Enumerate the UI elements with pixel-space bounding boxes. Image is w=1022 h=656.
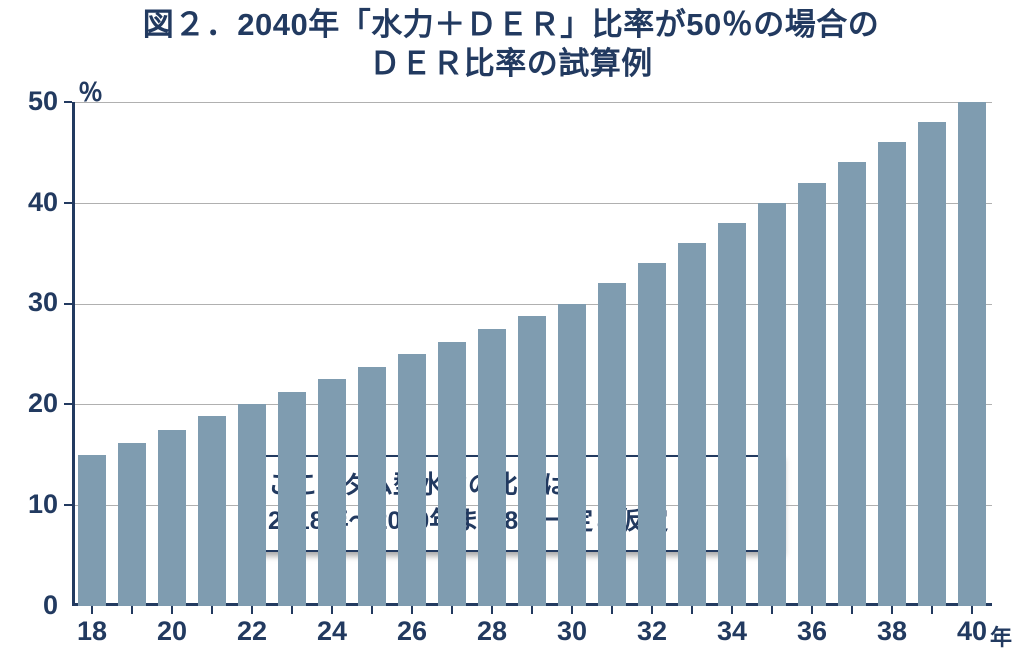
x-tick-label: 36 [792,616,832,647]
bar [558,304,587,606]
bar [238,404,267,606]
bar [318,379,347,606]
y-tick-label: 20 [0,388,58,419]
x-tick-label: 20 [152,616,192,647]
bar [838,162,867,606]
bar [878,142,907,606]
x-axis-unit: 年 [990,620,1012,652]
x-tick-mark [771,606,773,614]
x-tick-mark [531,606,533,614]
x-tick-mark [691,606,693,614]
x-tick-mark [651,606,653,614]
x-tick-mark [891,606,893,614]
x-tick-label: 30 [552,616,592,647]
bar [638,263,667,606]
bar [918,122,947,606]
x-tick-mark [411,606,413,614]
x-tick-mark [971,606,973,614]
x-tick-mark [731,606,733,614]
bar [438,342,467,606]
y-tick-mark [64,403,72,405]
y-tick-mark [64,202,72,204]
y-axis-unit: ％ [78,73,103,109]
bar [518,316,547,606]
gridline [75,102,992,103]
x-tick-mark [211,606,213,614]
bar [598,283,627,606]
x-tick-label: 28 [472,616,512,647]
x-tick-label: 24 [312,616,352,647]
y-tick-mark [64,303,72,305]
bar [278,392,307,606]
chart-title: 図２．2040年「水力＋ＤＥＲ」比率が50％の場合の ＤＥＲ比率の試算例 [0,6,1022,84]
x-tick-mark [451,606,453,614]
bar [678,243,707,606]
y-tick-label: 40 [0,187,58,218]
x-tick-mark [331,606,333,614]
x-tick-label: 22 [232,616,272,647]
bar [958,102,987,606]
x-tick-label: 18 [72,616,112,647]
bar [478,329,507,606]
y-tick-mark [64,101,72,103]
bar [718,223,747,606]
y-tick-mark [64,504,72,506]
x-tick-mark [811,606,813,614]
x-tick-mark [251,606,253,614]
y-tick-label: 10 [0,489,58,520]
bar [158,430,187,606]
x-tick-mark [291,606,293,614]
bar [198,416,227,606]
x-tick-mark [931,606,933,614]
x-tick-label: 32 [632,616,672,647]
bar [118,443,147,606]
bar [398,354,427,606]
y-axis-line [72,102,75,606]
x-tick-mark [91,606,93,614]
x-tick-mark [371,606,373,614]
x-tick-mark [571,606,573,614]
bar [758,203,787,606]
x-tick-label: 34 [712,616,752,647]
x-tick-mark [131,606,133,614]
y-tick-label: 30 [0,287,58,318]
figure-root: 図２．2040年「水力＋ＤＥＲ」比率が50％の場合の ＤＥＲ比率の試算例 ここで… [0,0,1022,656]
x-tick-label: 40 [952,616,992,647]
bar [358,367,387,606]
x-tick-mark [851,606,853,614]
x-tick-label: 26 [392,616,432,647]
x-tick-mark [171,606,173,614]
y-tick-label: 0 [0,590,58,621]
bar [78,455,107,606]
x-tick-mark [611,606,613,614]
x-tick-label: 38 [872,616,912,647]
bar [798,183,827,606]
x-tick-mark [491,606,493,614]
y-tick-label: 50 [0,86,58,117]
